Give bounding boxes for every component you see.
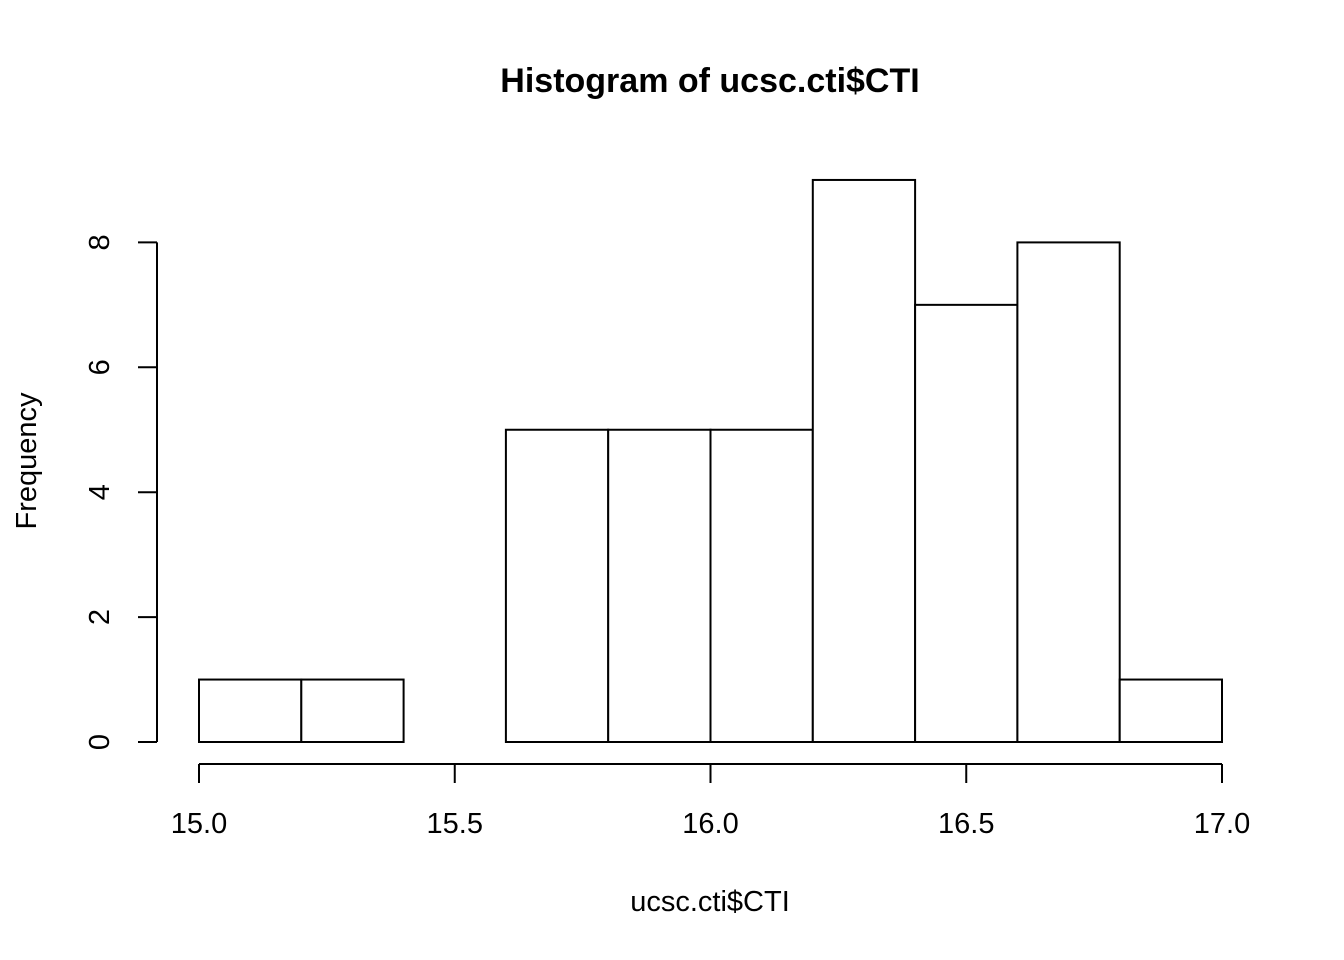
- y-tick-label: 8: [84, 234, 116, 250]
- histogram-bar: [1118, 678, 1223, 743]
- x-tick-label: 15.0: [171, 808, 227, 840]
- x-axis-label: ucsc.cti$CTI: [630, 886, 790, 918]
- y-tick-label: 2: [84, 609, 116, 625]
- x-tick-label: 16.0: [682, 808, 738, 840]
- chart-title: Histogram of ucsc.cti$CTI: [500, 62, 919, 100]
- y-tick-label: 0: [84, 734, 116, 750]
- x-tick-label: 17.0: [1194, 808, 1250, 840]
- y-axis-label: Frequency: [11, 392, 43, 530]
- histogram-bar: [504, 428, 610, 743]
- histogram-bar: [914, 303, 1019, 743]
- histogram-bar: [300, 678, 405, 743]
- y-tick-label: 6: [84, 359, 116, 375]
- x-tick-label: 15.5: [427, 808, 483, 840]
- x-tick-label: 16.5: [938, 808, 994, 840]
- y-axis: 0 2 4 6 8: [84, 234, 158, 750]
- y-tick-label: 4: [84, 484, 116, 500]
- histogram-bar: [198, 678, 303, 743]
- histogram-bar: [811, 178, 917, 743]
- histogram-bar: [607, 428, 712, 743]
- x-axis: 15.0 15.5 16.0 16.5 17.0: [171, 763, 1250, 840]
- histogram-bar: [1016, 241, 1121, 743]
- bars-group: [198, 178, 1223, 743]
- histogram-bar: [709, 428, 814, 743]
